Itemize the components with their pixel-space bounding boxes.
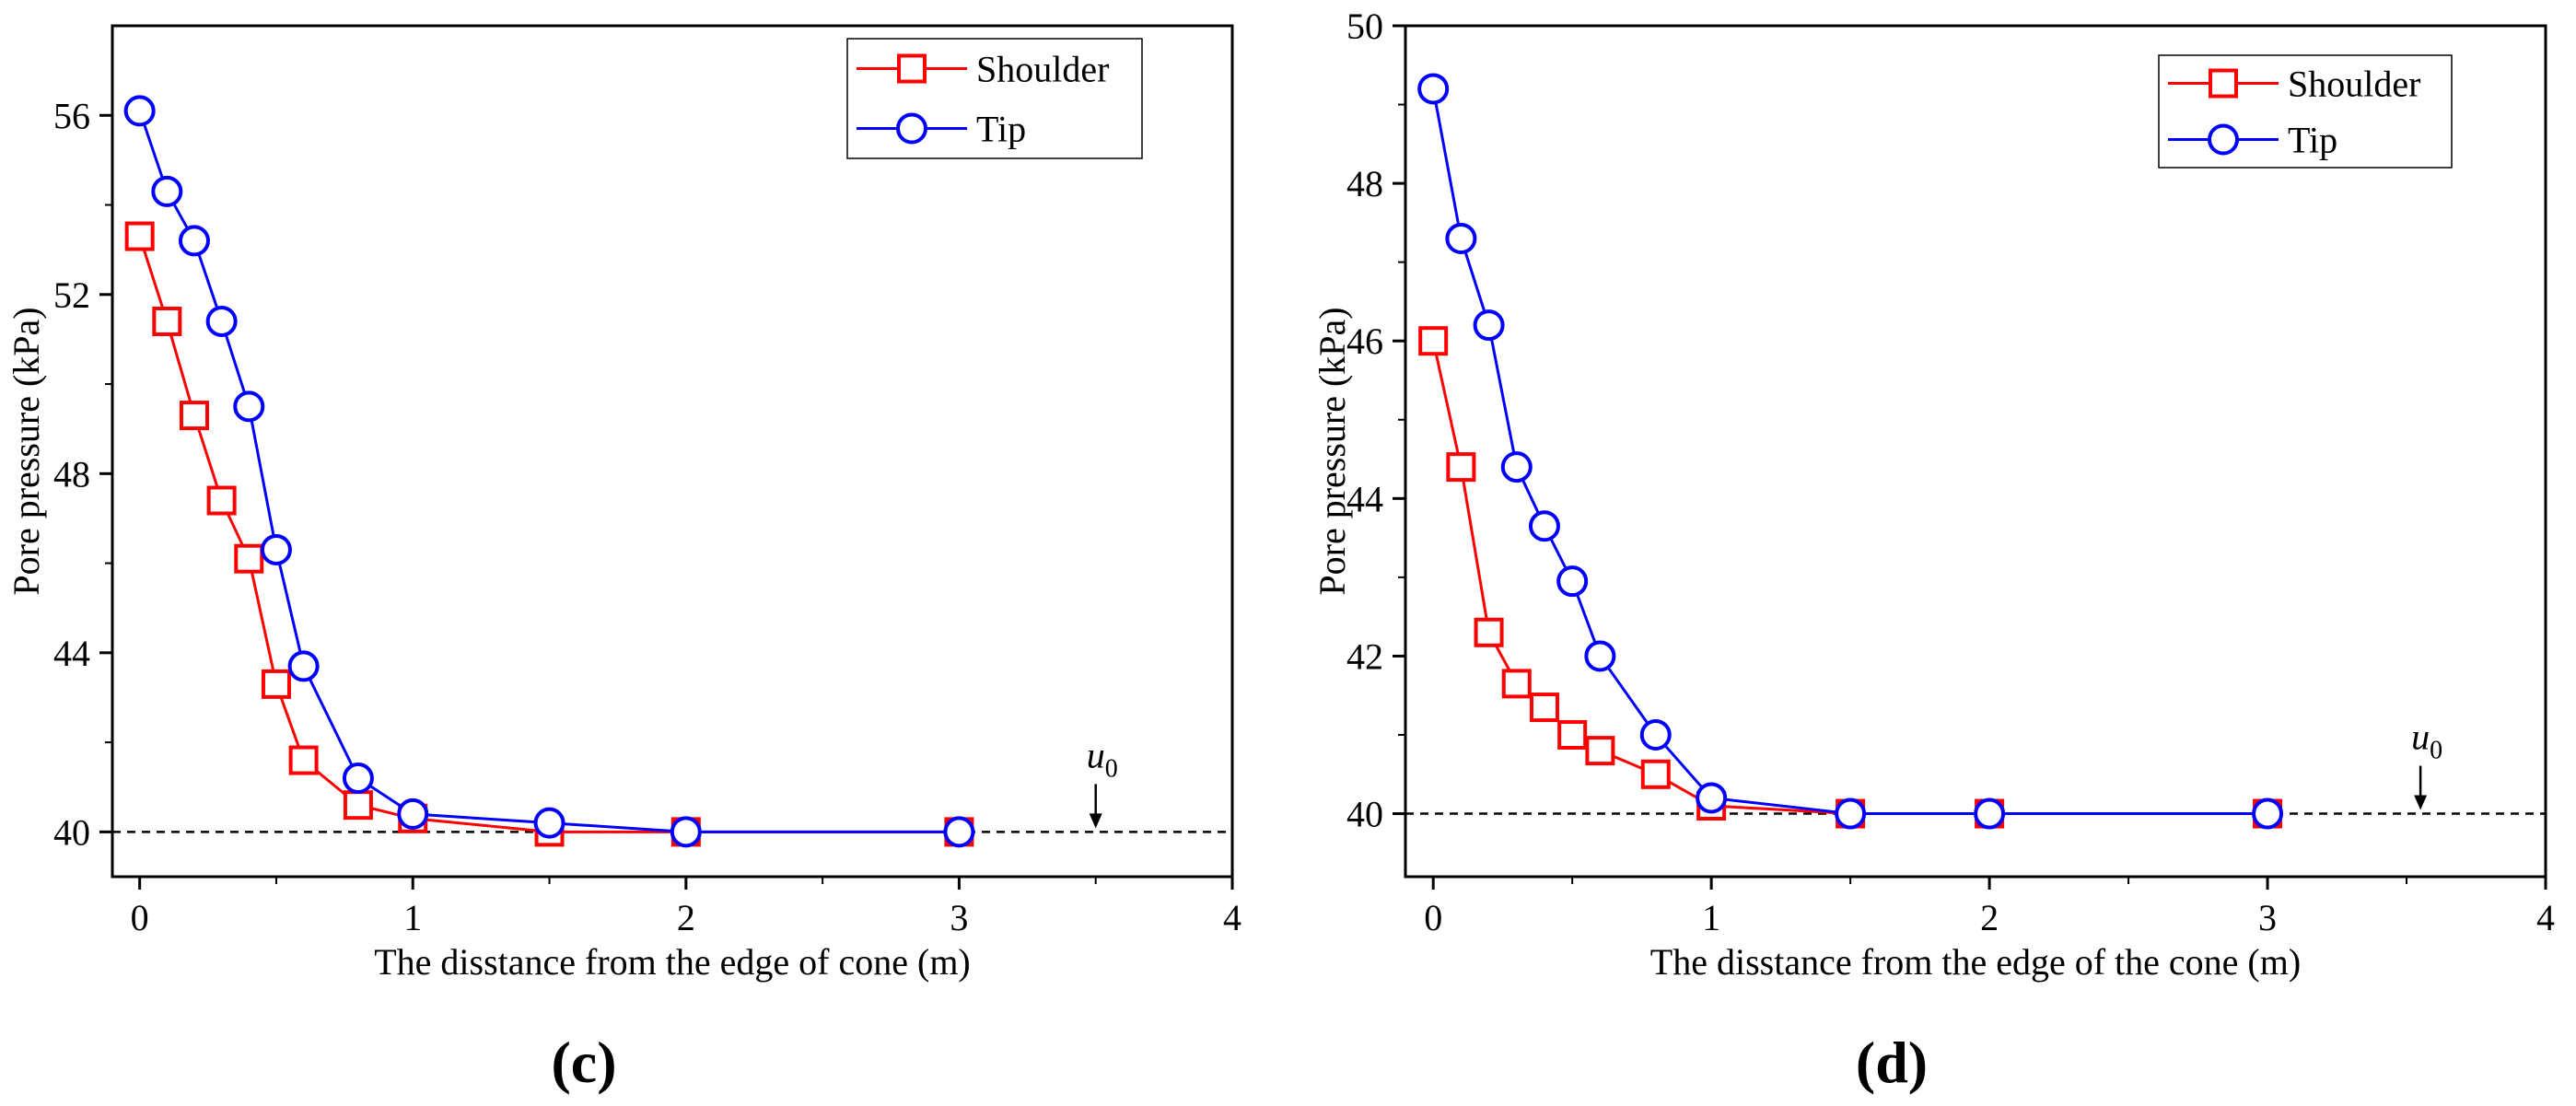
data-point-shoulder: [152, 306, 182, 336]
data-point-shoulder: [261, 669, 291, 699]
y-tick-label: 56: [53, 95, 90, 136]
panel-label: (d): [1856, 1030, 1928, 1095]
x-tick-label: 3: [2258, 897, 2277, 938]
y-tick-label: 42: [1346, 635, 1383, 677]
x-axis-label: The disstance from the edge of the cone …: [1650, 941, 2301, 983]
data-point-shoulder: [1585, 736, 1615, 766]
y-tick-label: 48: [1346, 163, 1383, 204]
u0-subscript: 0: [1105, 754, 1118, 783]
x-tick-label: 4: [2536, 897, 2555, 938]
x-tick-label: 1: [403, 897, 422, 938]
x-tick-label: 3: [950, 897, 968, 938]
data-point-shoulder: [343, 790, 373, 821]
data-point-tip: [1445, 223, 1477, 254]
panel-label: (c): [551, 1030, 616, 1095]
data-point-tip: [2252, 797, 2284, 830]
legend-label-shoulder: Shoulder: [2288, 64, 2420, 105]
data-point-shoulder: [206, 485, 237, 516]
y-tick-label: 52: [53, 274, 90, 316]
legend-marker-tip: [2208, 123, 2239, 156]
data-point-shoulder: [288, 745, 319, 775]
legend-label-tip: Tip: [976, 109, 1026, 150]
u0-arrow-head: [1089, 813, 1102, 829]
data-point-tip: [533, 807, 565, 839]
y-tick-label: 48: [53, 453, 90, 495]
legend-label-shoulder: Shoulder: [976, 49, 1109, 90]
y-axis-label: Pore pressure (kPa): [1311, 307, 1353, 595]
y-tick-label: 44: [53, 633, 90, 674]
y-tick-label: 40: [53, 811, 90, 853]
data-point-tip: [151, 175, 183, 207]
chart-panel-d: 0 1 2 3 4 40 42 44 46 48 50 The disstance from the …: [1311, 6, 2555, 1095]
data-point-tip: [1696, 782, 1728, 814]
legend-box: [2158, 54, 2453, 169]
data-point-tip: [260, 533, 292, 565]
y-tick-label: 50: [1346, 6, 1383, 47]
data-point-shoulder: [124, 221, 155, 251]
data-point-shoulder: [1557, 720, 1588, 750]
y-tick-label: 44: [1346, 478, 1383, 519]
x-tick-label: 0: [131, 897, 149, 938]
data-point-tip: [1528, 510, 1560, 542]
y-tick-label: 46: [1346, 320, 1383, 362]
data-point-shoulder: [1529, 693, 1559, 723]
legend-marker-shoulder: [897, 53, 927, 84]
data-point-shoulder: [1474, 617, 1504, 647]
y-axis-label: Pore pressure (kPa): [6, 307, 47, 595]
legend-marker-tip: [896, 112, 927, 145]
data-point-tip: [1500, 451, 1533, 483]
x-tick-label: 2: [677, 897, 695, 938]
data-point-tip: [670, 816, 702, 848]
data-point-tip: [1417, 73, 1450, 105]
y-tick-label: 40: [1346, 794, 1383, 835]
series-line-shoulder: [138, 236, 960, 833]
legend-label-tip: Tip: [2288, 120, 2337, 161]
data-point-tip: [233, 390, 265, 423]
data-point-shoulder: [1501, 669, 1532, 699]
x-tick-label: 0: [1424, 897, 1442, 938]
data-point-shoulder: [1640, 759, 1671, 789]
data-point-tip: [287, 650, 320, 682]
data-point-tip: [342, 763, 374, 795]
data-point-tip: [397, 797, 429, 830]
data-point-tip: [1584, 640, 1616, 672]
plot-frame: [111, 24, 1234, 879]
series-line-tip: [138, 110, 960, 833]
data-point-shoulder: [179, 401, 209, 431]
u0-label: u: [1087, 734, 1105, 775]
u0-subscript: 0: [2430, 737, 2442, 765]
x-axis-label: The disstance from the edge of cone (m): [374, 941, 971, 983]
data-point-tip: [1473, 309, 1505, 342]
data-point-shoulder: [1446, 452, 1476, 483]
data-point-tip: [123, 95, 156, 127]
data-point-tip: [205, 305, 238, 337]
legend-marker-shoulder: [2209, 68, 2238, 99]
data-point-tip: [1639, 719, 1672, 751]
chart-panel-c: 0 1 2 3 4 40 44 48 52 56 The disstance from the ed…: [6, 24, 1241, 1095]
u0-arrow-head: [2414, 795, 2428, 810]
data-point-tip: [178, 225, 210, 257]
data-point-shoulder: [234, 543, 264, 574]
x-tick-label: 1: [1702, 897, 1720, 938]
u0-label: u: [2411, 716, 2430, 758]
data-point-tip: [1974, 797, 2006, 830]
data-point-shoulder: [1418, 326, 1449, 356]
legend-box: [846, 38, 1143, 159]
x-tick-label: 4: [1223, 897, 1241, 938]
data-point-tip: [1835, 797, 1867, 830]
x-tick-label: 2: [1980, 897, 1999, 938]
plot-frame: [1404, 24, 2547, 879]
data-point-tip: [943, 816, 975, 848]
data-point-tip: [1556, 565, 1589, 598]
